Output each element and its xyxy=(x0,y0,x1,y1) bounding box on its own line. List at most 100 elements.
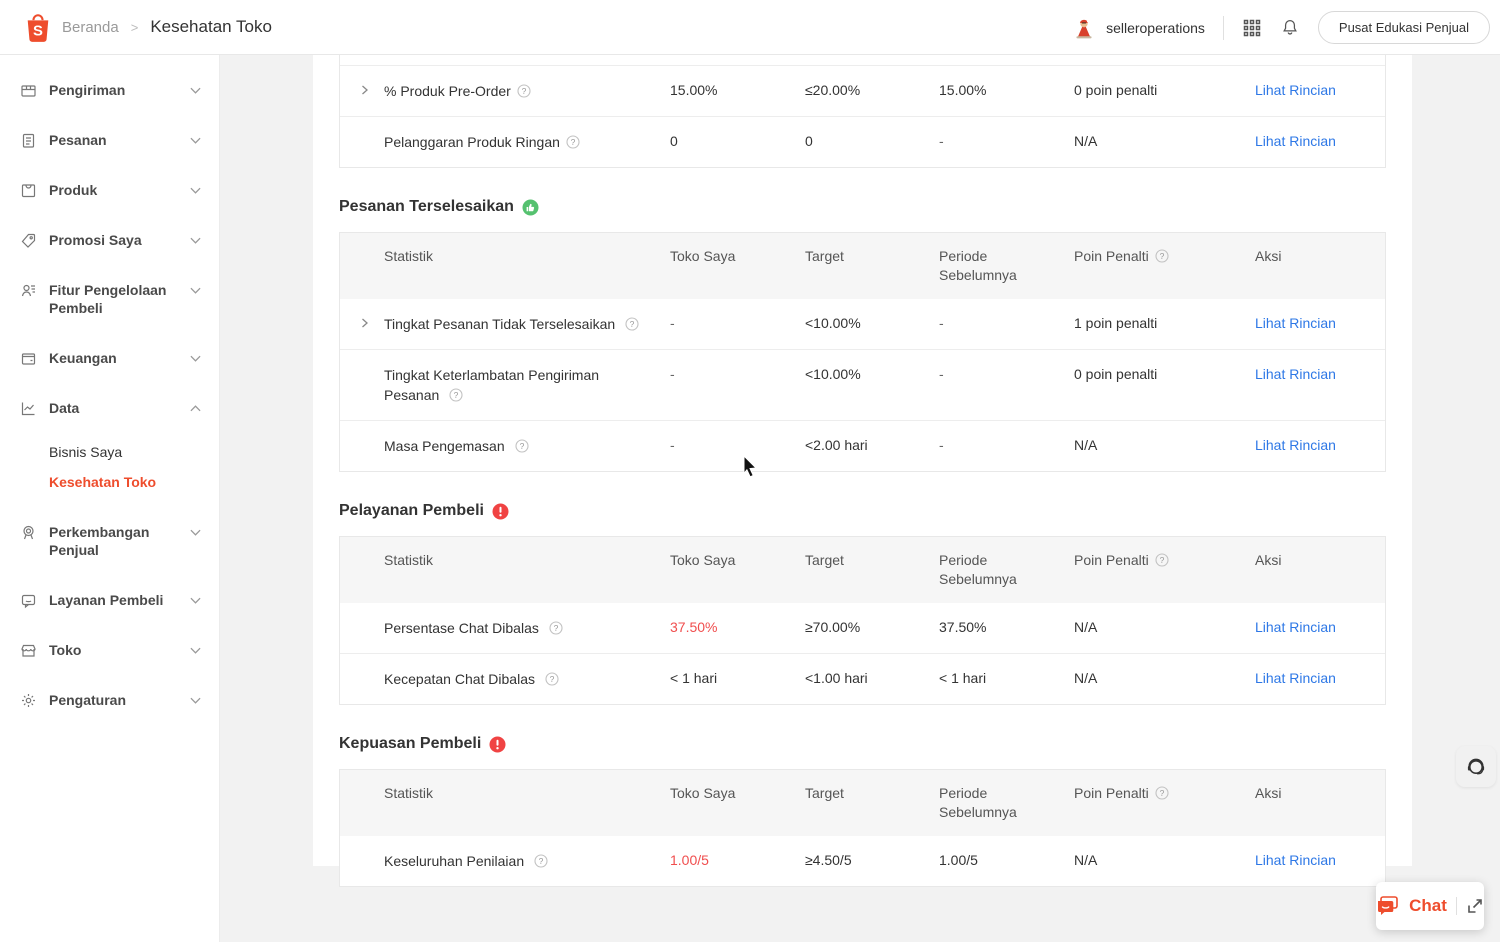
svg-text:?: ? xyxy=(1159,251,1164,261)
chevron-down-icon xyxy=(190,647,201,654)
help-icon[interactable]: ? xyxy=(514,439,529,453)
col-toko-saya: Toko Saya xyxy=(670,552,736,568)
clipboard-icon xyxy=(22,133,35,148)
lihat-rincian-link[interactable]: Lihat Rincian xyxy=(1255,437,1336,453)
toko-saya-value: - xyxy=(670,437,675,453)
chat-widget[interactable]: Chat xyxy=(1376,882,1484,930)
stat-label: Masa Pengemasan xyxy=(384,438,505,454)
breadcrumb-home[interactable]: Beranda xyxy=(62,18,119,36)
sidebar-item-data[interactable]: Data xyxy=(0,383,219,433)
col-statistik: Statistik xyxy=(384,248,434,264)
shopee-logo-icon[interactable]: S xyxy=(24,11,52,43)
col-aksi: Aksi xyxy=(1255,248,1282,264)
help-icon[interactable]: ? xyxy=(1155,553,1169,567)
notification-bell-icon[interactable] xyxy=(1280,18,1300,38)
sidebar-item-pesanan[interactable]: Pesanan xyxy=(0,115,219,165)
col-statistik: Statistik xyxy=(384,552,434,568)
help-icon[interactable]: ? xyxy=(1155,786,1169,800)
avatar xyxy=(1076,19,1092,38)
sidebar-item-pengiriman[interactable]: Pengiriman xyxy=(0,65,219,115)
package-icon xyxy=(21,85,36,97)
lihat-rincian-link[interactable]: Lihat Rincian xyxy=(1255,82,1336,98)
help-icon[interactable]: ? xyxy=(549,621,563,635)
target-value: ≥70.00% xyxy=(805,619,861,635)
stat-label: Kecepatan Chat Dibalas xyxy=(384,671,535,687)
periode-value: 1.00/5 xyxy=(939,852,978,868)
col-aksi: Aksi xyxy=(1255,785,1282,801)
lihat-rincian-link[interactable]: Lihat Rincian xyxy=(1255,670,1336,686)
sidebar-item-produk[interactable]: Produk xyxy=(0,165,219,215)
sidebar-item-keuangan[interactable]: Keuangan xyxy=(0,333,219,383)
svg-text:?: ? xyxy=(1159,555,1164,565)
target-value: ≤20.00% xyxy=(805,82,861,98)
toko-saya-value: 37.50% xyxy=(670,619,718,635)
periode-value: - xyxy=(939,133,944,149)
help-icon[interactable]: ? xyxy=(625,317,639,331)
col-poin-penalti: Poin Penalti xyxy=(1074,248,1149,264)
sidebar-item-promosi-saya[interactable]: Promosi Saya xyxy=(0,215,219,265)
help-icon[interactable]: ? xyxy=(545,672,559,686)
stat-label: Tingkat Pesanan Tidak Terselesaikan xyxy=(384,316,616,332)
sidebar-item-perkembangan-penjual[interactable]: Perkembangan Penjual xyxy=(0,507,219,575)
sidebar-item-label: Pengiriman xyxy=(49,82,126,98)
table-row: Tingkat Pesanan Tidak Terselesaikan ? - … xyxy=(340,299,1385,349)
toko-saya-value: 15.00% xyxy=(670,82,718,98)
lihat-rincian-link[interactable]: Lihat Rincian xyxy=(1255,315,1336,331)
lihat-rincian-link[interactable]: Lihat Rincian xyxy=(1255,619,1336,635)
support-fab[interactable] xyxy=(1456,746,1496,787)
col-poin-penalti: Poin Penalti xyxy=(1074,552,1149,568)
help-icon[interactable]: ? xyxy=(566,135,580,149)
user-menu[interactable]: selleroperations xyxy=(1071,15,1205,41)
col-poin-penalti: Poin Penalti xyxy=(1074,785,1149,801)
status-alert-badge-icon xyxy=(489,736,506,752)
sidebar-item-toko[interactable]: Toko xyxy=(0,625,219,675)
headset-icon xyxy=(1467,758,1485,774)
col-periode: Periode Sebelumnya xyxy=(939,552,1017,587)
education-center-button[interactable]: Pusat Edukasi Penjual xyxy=(1317,11,1490,44)
top-header: S Beranda > Kesehatan Toko selleroperati… xyxy=(0,0,1500,55)
apps-grid-icon[interactable] xyxy=(1242,18,1262,38)
col-periode: Periode Sebelumnya xyxy=(939,248,1017,283)
col-statistik: Statistik xyxy=(384,785,434,801)
chevron-down-icon xyxy=(190,287,201,294)
help-icon[interactable]: ? xyxy=(449,388,463,402)
section-title-text: Kepuasan Pembeli xyxy=(339,735,482,752)
medal-icon xyxy=(23,525,34,540)
sidebar-item-kesehatan-toko[interactable]: Kesehatan Toko xyxy=(49,474,157,490)
expand-row-icon[interactable] xyxy=(360,85,370,95)
box-icon xyxy=(21,184,36,198)
sidebar-item-pengaturan[interactable]: Pengaturan xyxy=(0,675,219,725)
sidebar-item-fitur-pengelolaan-pembeli[interactable]: Fitur Pengelolaan Pembeli xyxy=(0,265,219,333)
sidebar: Pengiriman Pesanan Produk Promosi Saya F… xyxy=(0,55,220,942)
periode-value: - xyxy=(939,366,944,382)
col-periode: Periode Sebelumnya xyxy=(939,785,1017,820)
help-icon[interactable]: ? xyxy=(534,854,548,868)
svg-text:?: ? xyxy=(539,856,544,866)
sidebar-item-layanan-pembeli[interactable]: Layanan Pembeli xyxy=(0,575,219,625)
expand-row-icon[interactable] xyxy=(360,318,370,328)
svg-text:?: ? xyxy=(1159,788,1164,798)
users-icon xyxy=(21,284,35,297)
col-target: Target xyxy=(805,248,844,264)
chat-divider xyxy=(1455,897,1457,915)
section-title-kepuasan-pembeli: Kepuasan Pembeli xyxy=(339,735,1386,753)
poin-penalti-value: 1 poin penalti xyxy=(1074,315,1158,331)
col-target: Target xyxy=(805,552,844,568)
table-header: Statistik Toko Saya Target Periode Sebel… xyxy=(340,233,1385,299)
sidebar-item-label: Toko xyxy=(49,642,82,658)
lihat-rincian-link[interactable]: Lihat Rincian xyxy=(1255,366,1336,382)
stat-label: Pelanggaran Produk Ringan xyxy=(384,134,560,150)
toko-saya-value: < 1 hari xyxy=(670,670,718,686)
table-row: Tingkat Keterlambatan Pengiriman Pesanan… xyxy=(340,349,1385,420)
section-title-pelayanan-pembeli: Pelayanan Pembeli xyxy=(339,502,1386,520)
svg-text:?: ? xyxy=(553,623,558,633)
chat-bubble-icon xyxy=(1378,896,1398,915)
expand-chat-icon[interactable] xyxy=(1466,897,1484,915)
help-icon[interactable]: ? xyxy=(1155,249,1169,263)
sidebar-item-bisnis-saya[interactable]: Bisnis Saya xyxy=(49,444,123,460)
lihat-rincian-link[interactable]: Lihat Rincian xyxy=(1255,852,1336,868)
svg-text:?: ? xyxy=(550,674,555,684)
col-target: Target xyxy=(805,785,844,801)
help-icon[interactable]: ? xyxy=(517,84,531,98)
lihat-rincian-link[interactable]: Lihat Rincian xyxy=(1255,133,1336,149)
